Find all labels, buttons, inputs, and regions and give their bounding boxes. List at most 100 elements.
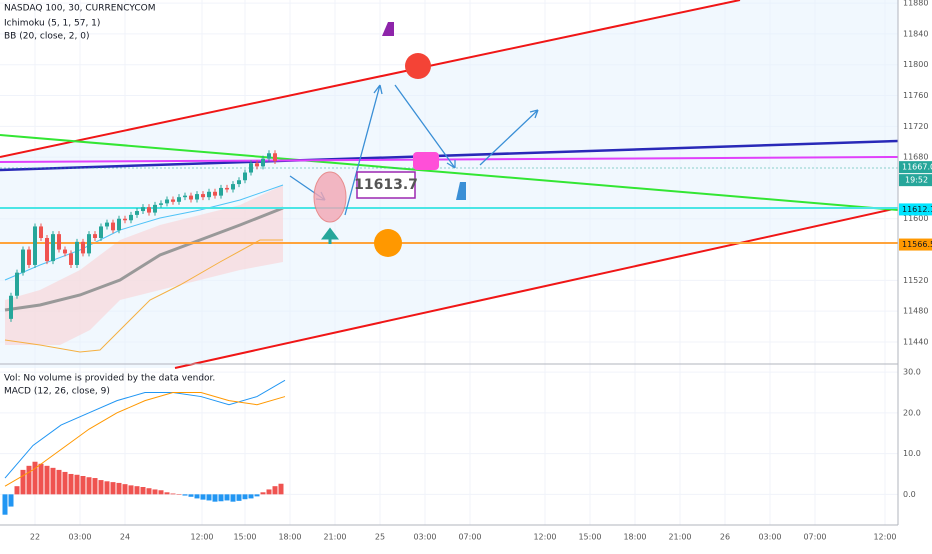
x-tick-label: 22 bbox=[30, 533, 40, 542]
y-tick-label: 11440 bbox=[903, 337, 928, 346]
cat-icon bbox=[413, 152, 439, 170]
price-label: 11612.1 bbox=[902, 205, 932, 214]
y-tick-label: 11600 bbox=[903, 214, 928, 223]
price-label: 11566.5 bbox=[902, 240, 932, 249]
candle bbox=[141, 207, 145, 212]
macd-bar bbox=[56, 469, 62, 495]
macd-bar bbox=[242, 494, 248, 500]
candle bbox=[69, 253, 73, 265]
candle bbox=[39, 226, 43, 238]
x-tick-label: 21:00 bbox=[323, 533, 346, 542]
highlight-ellipse bbox=[313, 171, 347, 223]
macd-bar bbox=[2, 494, 8, 515]
x-tick-label: 15:00 bbox=[233, 533, 256, 542]
candle bbox=[9, 295, 13, 319]
x-tick-label: 03:00 bbox=[68, 533, 91, 542]
candle bbox=[177, 197, 181, 202]
macd-bar bbox=[98, 480, 104, 495]
candle bbox=[171, 199, 175, 202]
macd-bar bbox=[110, 482, 116, 495]
trend-line bbox=[0, 134, 899, 211]
candle bbox=[33, 226, 37, 265]
x-tick-label: 12:00 bbox=[190, 533, 213, 542]
macd-bar bbox=[38, 463, 44, 495]
macd-title: MACD (12, 26, close, 9) bbox=[4, 387, 110, 397]
y2-tick-label: 0.0 bbox=[903, 490, 916, 499]
y-tick-label: 11680 bbox=[903, 153, 928, 162]
candle bbox=[219, 187, 223, 196]
macd-bar bbox=[116, 482, 122, 495]
candle bbox=[51, 234, 55, 262]
macd-bar bbox=[20, 469, 26, 495]
price-label-bg bbox=[899, 161, 932, 174]
countdown-bg bbox=[899, 174, 932, 187]
candle bbox=[93, 234, 97, 238]
macd-bar bbox=[224, 494, 230, 501]
hand-icon bbox=[382, 22, 394, 36]
annotation-box bbox=[356, 171, 416, 199]
candle bbox=[135, 211, 139, 215]
candle bbox=[273, 153, 277, 161]
y-tick-label: 11840 bbox=[903, 29, 928, 38]
candle bbox=[165, 199, 169, 204]
y-tick-label: 11880 bbox=[903, 0, 928, 8]
macd-bar bbox=[146, 488, 152, 495]
x-tick-label: 18:00 bbox=[623, 533, 646, 542]
candle bbox=[183, 195, 187, 198]
macd-bar bbox=[164, 492, 170, 495]
channel-fill bbox=[0, 0, 898, 368]
emoji bbox=[374, 229, 402, 257]
x-tick-label: 03:00 bbox=[758, 533, 781, 542]
candle bbox=[249, 163, 253, 173]
emoji bbox=[405, 53, 431, 79]
candle bbox=[201, 194, 205, 198]
y2-tick-label: 30.0 bbox=[903, 368, 921, 377]
macd-bar bbox=[176, 494, 182, 495]
candle bbox=[123, 218, 127, 221]
candle bbox=[207, 191, 211, 198]
macd-bar bbox=[170, 493, 176, 495]
macd-bar bbox=[236, 494, 242, 501]
trend-line bbox=[0, 139, 899, 172]
x-tick-label: 15:00 bbox=[578, 533, 601, 542]
y-tick-label: 11760 bbox=[903, 91, 928, 100]
macd-bar bbox=[218, 494, 224, 502]
price-label-bg bbox=[899, 203, 932, 216]
macd-bar bbox=[44, 465, 50, 495]
macd-bar bbox=[212, 494, 218, 502]
candle bbox=[63, 249, 67, 254]
candle bbox=[87, 234, 91, 254]
macd-bar bbox=[122, 484, 128, 495]
candle bbox=[153, 204, 157, 213]
x-tick-label: 12:00 bbox=[533, 533, 556, 542]
macd-bar bbox=[194, 494, 200, 499]
candle bbox=[147, 207, 151, 213]
macd-bar bbox=[200, 494, 206, 500]
macd-bar bbox=[62, 471, 68, 495]
macd-bar bbox=[50, 467, 56, 495]
candle bbox=[21, 249, 25, 273]
trend-line bbox=[0, 0, 741, 158]
macd-bar bbox=[26, 465, 32, 495]
macd-bar bbox=[8, 494, 14, 507]
macd-bar bbox=[14, 486, 20, 495]
macd-bar bbox=[134, 486, 140, 495]
macd-bar bbox=[152, 489, 158, 495]
price-label: 11667.0 bbox=[902, 163, 932, 172]
macd-bar bbox=[74, 474, 80, 495]
macd-bar bbox=[254, 494, 260, 497]
x-tick-label: 24 bbox=[120, 533, 130, 542]
y-tick-label: 11520 bbox=[903, 276, 928, 285]
up-arrow-icon bbox=[321, 227, 339, 244]
macd-bar bbox=[260, 492, 266, 495]
x-tick-label: 21:00 bbox=[668, 533, 691, 542]
bb-basis bbox=[4, 206, 284, 312]
ichimoku-line bbox=[4, 239, 283, 353]
macd-bar bbox=[140, 487, 146, 495]
candle bbox=[45, 237, 49, 262]
y-tick-label: 11800 bbox=[903, 60, 928, 69]
candle bbox=[243, 172, 247, 181]
macd-bar bbox=[68, 473, 74, 495]
